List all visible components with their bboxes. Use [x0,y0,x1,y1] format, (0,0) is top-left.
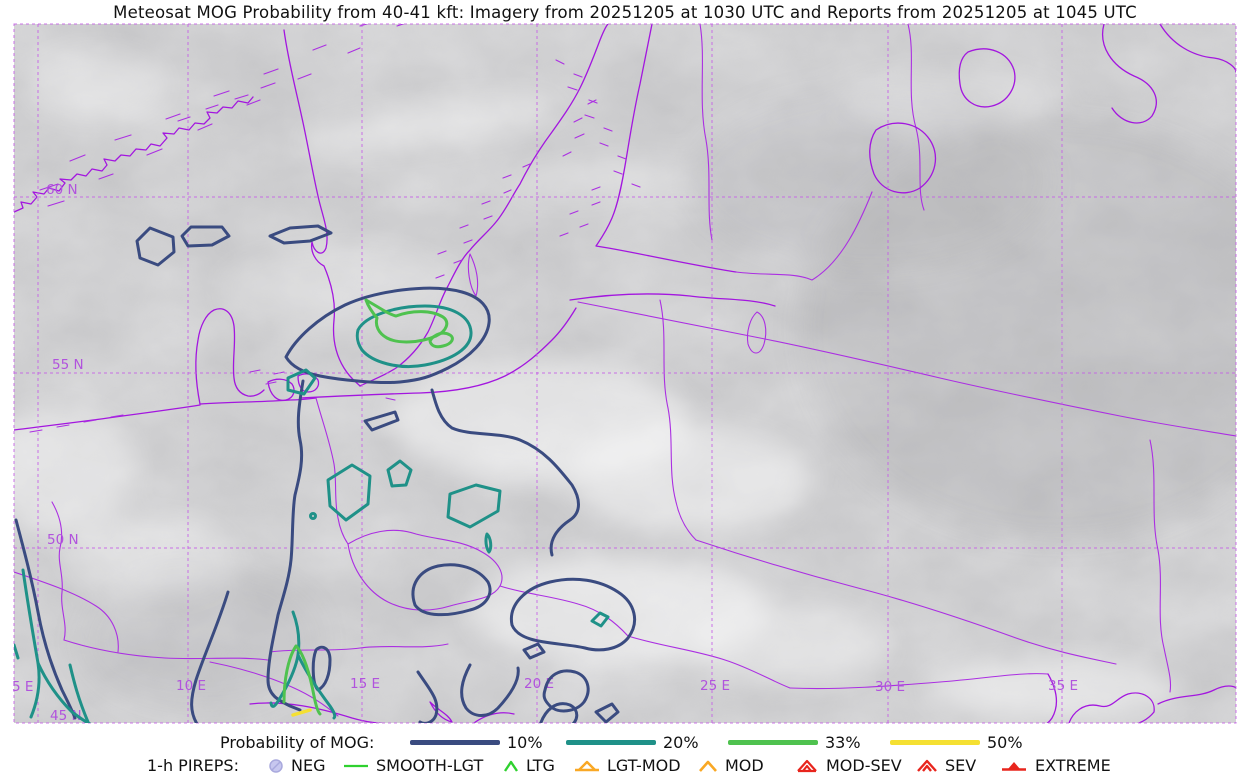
lon-label: 15 E [350,676,380,692]
legend-item-neg: NEG [268,756,325,775]
contours-10pct [14,224,637,723]
lon-label: 30 E [875,679,905,695]
lon-label: 10 E [176,678,206,694]
legend-item-20pct: 20% [566,733,699,752]
legend-item-10pct: 10% [410,733,543,752]
swatch-20pct [566,740,656,745]
legend-pireps-title: 1-h PIREPS: [147,756,239,775]
legend-item-mod-sev: MOD-SEV [795,756,902,775]
legend-item-extreme: EXTREME [1000,756,1111,775]
legend-label-ltg: LTG [526,756,555,775]
smooth-lgt-dash-icon [344,764,368,767]
contours-20pct [14,304,610,723]
swatch-33pct [728,740,818,745]
graticule [13,23,1237,724]
legend-label-mod-sev: MOD-SEV [826,756,902,775]
country-borders [14,24,1236,723]
legend-item-33pct: 33% [728,733,861,752]
legend-item-sev: SEV [916,756,976,775]
lat-label: 60 N [46,182,78,198]
legend-item-mod: MOD [698,756,764,775]
legend-label-mod: MOD [725,756,764,775]
legend-item-lgt-mod: LGT-MOD [574,756,681,775]
ltg-caret-icon [504,760,518,772]
extreme-filled-triangle-icon [1002,762,1026,771]
lon-label: 25 E [700,678,730,694]
lat-label: 50 N [47,532,79,548]
legend-label-33pct: 33% [825,733,861,752]
lat-label: 55 N [52,357,84,373]
neg-circle-slash-icon [269,758,283,773]
legend-item-smooth-lgt: SMOOTH-LGT [343,756,483,775]
legend-label-10pct: 10% [507,733,543,752]
legend-label-50pct: 50% [987,733,1023,752]
legend-item-ltg: LTG [503,756,555,775]
lgt-mod-triangle-icon [575,760,599,772]
legend-item-50pct: 50% [890,733,1023,752]
contours-50pct [291,708,312,717]
legend-label-extreme: EXTREME [1035,756,1111,775]
legend-label-20pct: 20% [663,733,699,752]
mod-caret-icon [699,760,717,772]
legend-label-neg: NEG [291,756,326,775]
legend-probability-title: Probability of MOG: [220,733,375,752]
legend-label-smooth-lgt: SMOOTH-LGT [376,756,484,775]
figure-title: Meteosat MOG Probability from 40-41 kft:… [113,3,1137,22]
lon-label: 5 E [12,679,33,695]
swatch-10pct [410,740,500,745]
swatch-50pct [890,740,980,745]
legend-label-lgt-mod: LGT-MOD [607,756,681,775]
legend-label-sev: SEV [945,756,977,775]
sev-double-caret-icon [917,759,937,772]
lon-label: 35 E [1048,678,1078,694]
contours-33pct [282,298,454,716]
mod-sev-nested-triangle-icon [797,759,817,772]
